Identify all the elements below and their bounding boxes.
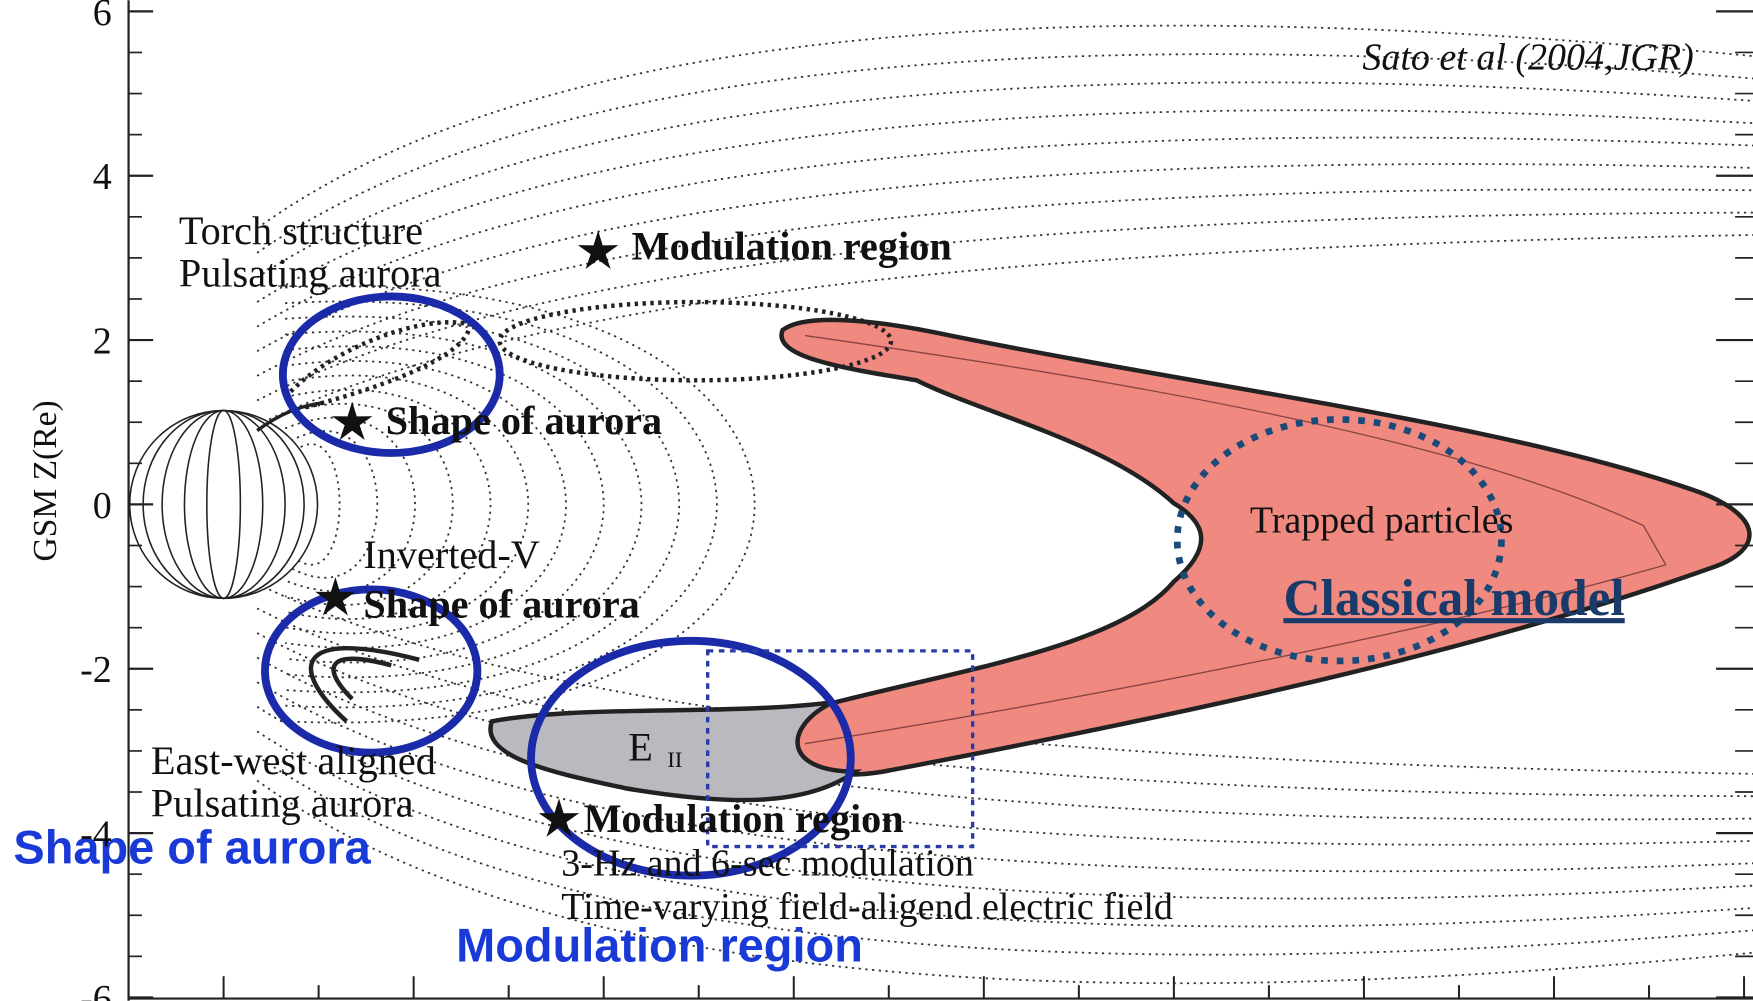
annotation: Shape of aurora [363,581,639,626]
y-tick-label: -6 [80,978,112,1001]
annotation: Torch structure [179,208,423,253]
figure: GSM Z(Re) Sato et al (2004,JGR) Torch st… [0,0,1753,1001]
x-ticks [224,976,1744,998]
annotation: Modulation region [584,796,904,841]
y-tick-label: -2 [80,649,112,691]
annotation: Shape of aurora [386,398,662,443]
annotation: E [628,724,653,769]
aurora-arcs [311,648,419,721]
annotation: Pulsating aurora [151,780,414,825]
highlight-label: Classical model [1283,570,1624,627]
y-axis-label: GSM Z(Re) [27,400,64,561]
field-line [285,317,679,693]
y-tick-label: 6 [93,0,112,34]
y-tick-label: 2 [93,320,112,362]
star [332,402,372,440]
highlight-label: Shape of aurora [13,820,371,873]
citation: Sato et al (2004,JGR) [1362,37,1693,79]
field-line [257,110,1753,302]
annotation: II [667,747,682,772]
annotation: 3-Hz and 6-sec modulation [561,843,974,885]
field-line [257,82,1753,277]
field-line [257,54,1753,253]
plasma-sheet [782,320,1750,775]
torch-outline [291,322,470,408]
earth [130,411,318,599]
annotation: East-west aligned [151,738,436,783]
annotation: Pulsating aurora [179,250,442,295]
field-line [257,138,1753,327]
y-tick-label: -4 [80,814,112,856]
field-line [257,164,1753,351]
y-tick-label: 0 [93,485,112,527]
y-tick-label: 4 [93,156,112,198]
star [578,231,618,269]
annotation: Trapped particles [1250,499,1513,541]
highlight-label: Modulation region [456,919,863,972]
annotation: Inverted-V [363,532,539,577]
annotation: Modulation region [632,224,952,269]
